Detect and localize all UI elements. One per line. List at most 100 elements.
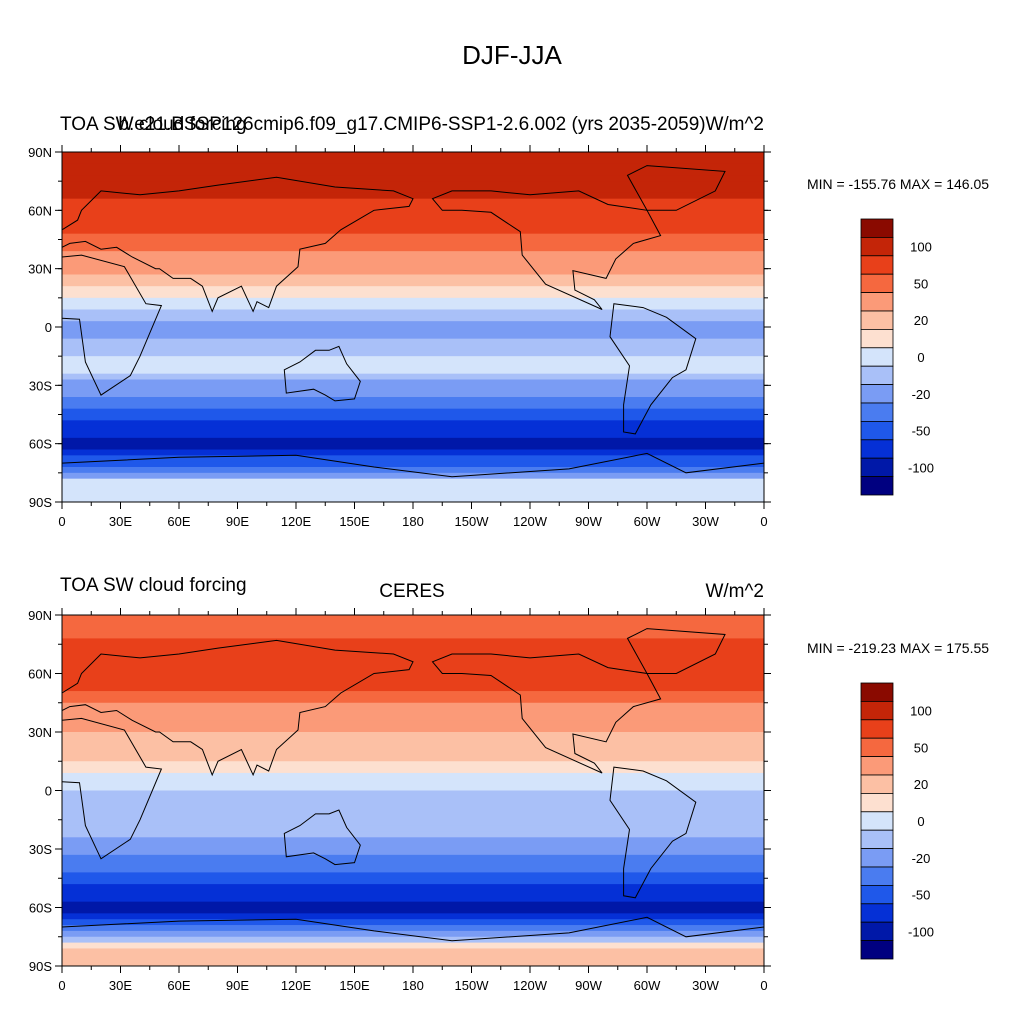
lat-band: [62, 251, 764, 258]
x-tick-label: 90W: [575, 978, 602, 993]
lat-band: [62, 615, 764, 622]
colorbar-label: 50: [914, 276, 928, 291]
lat-band: [62, 895, 764, 903]
lat-band: [62, 790, 764, 797]
lat-band: [62, 948, 764, 955]
lat-band: [62, 484, 764, 491]
lat-band: [62, 187, 764, 194]
lat-band: [62, 443, 764, 451]
lat-band: [62, 169, 764, 176]
lat-band: [62, 644, 764, 651]
lat-band: [62, 714, 764, 721]
coastline: [62, 916, 764, 966]
colorbar-swatch: [860, 457, 894, 478]
lat-band: [62, 402, 764, 410]
lat-band: [62, 708, 764, 716]
lat-band: [62, 216, 764, 223]
lat-band: [62, 772, 764, 780]
colorbar-label: 100: [910, 704, 932, 719]
lat-band: [62, 292, 764, 299]
panel-1-units: W/m^2: [705, 114, 764, 135]
colorbar-swatch: [860, 921, 894, 942]
y-tick-label: 90N: [28, 608, 52, 623]
coastline: [62, 717, 163, 860]
lat-band: [62, 843, 764, 850]
y-tick-label: 60N: [28, 203, 52, 218]
lat-band: [62, 802, 764, 809]
lat-band: [62, 344, 764, 351]
x-tick-label: 90E: [226, 978, 249, 993]
panel-2-units: W/m^2: [705, 581, 764, 602]
lat-band: [62, 808, 764, 815]
panel-2-center-title: CERES: [379, 581, 444, 602]
lat-band: [62, 726, 764, 733]
colorbar-label: -20: [912, 387, 931, 402]
colorbar-swatch: [860, 774, 894, 794]
lat-band: [62, 755, 764, 762]
lat-band: [62, 239, 764, 246]
lat-band: [62, 321, 764, 328]
colorbar-label: 20: [914, 313, 928, 328]
lat-band: [62, 356, 764, 363]
panel-1-left-title: TOA SW cloud forcing: [60, 114, 247, 135]
lat-band: [62, 960, 764, 966]
lat-band: [62, 478, 764, 486]
lat-band: [62, 761, 764, 768]
lat-band: [62, 280, 764, 287]
x-tick-label: 0: [58, 978, 65, 993]
colorbar-swatch: [860, 292, 894, 312]
lat-band: [62, 262, 764, 270]
lat-band: [62, 350, 764, 357]
lat-band: [62, 432, 764, 439]
lat-band: [62, 854, 764, 862]
x-tick-label: 30E: [109, 978, 132, 993]
lat-band: [62, 222, 764, 229]
y-tick-label: 30N: [28, 725, 52, 740]
panel-1-center-title: b.e21.BSSP126cmip6.f09_g17.CMIP6-SSP1-2.…: [118, 114, 705, 135]
lat-band: [62, 942, 764, 950]
x-tick-label: 180: [402, 978, 424, 993]
colorbar-swatch: [860, 328, 894, 349]
lat-band: [62, 420, 764, 427]
lat-band: [62, 227, 764, 235]
lat-band: [62, 379, 764, 386]
lat-band: [62, 163, 764, 171]
lat-band: [62, 667, 764, 675]
lat-band: [62, 691, 764, 698]
x-tick-label: 30W: [692, 514, 719, 529]
lat-band: [62, 954, 764, 961]
lat-band: [62, 925, 764, 932]
lat-band: [62, 849, 764, 856]
y-tick-label: 0: [45, 320, 52, 335]
coastline: [62, 452, 764, 502]
lat-band: [62, 661, 764, 669]
coastline: [62, 639, 414, 777]
panel-2: TOA SW cloud forcing CERES W/m^2 0 30E 60E…: [28, 575, 989, 993]
lat-band: [62, 919, 764, 926]
y-tick-label: 60S: [29, 437, 52, 452]
lat-band: [62, 837, 764, 844]
lat-band: [62, 632, 764, 639]
lat-band: [62, 309, 764, 316]
colorbar-swatch: [860, 701, 894, 721]
colorbar-label: 0: [917, 814, 924, 829]
colorbar-swatch: [860, 420, 894, 441]
lat-band: [62, 936, 764, 944]
colorbar-label: 0: [917, 350, 924, 365]
lat-band: [62, 673, 764, 680]
lat-band: [62, 732, 764, 739]
lat-band: [62, 860, 764, 868]
lat-band: [62, 778, 764, 786]
panel-1-min-max: MIN = -155.76 MAX = 146.05: [807, 176, 989, 192]
lat-band: [62, 245, 764, 252]
colorbar-swatch: [860, 903, 894, 923]
lat-band: [62, 889, 764, 897]
lat-band: [62, 819, 764, 827]
colorbar-swatch: [860, 737, 894, 758]
coastline: [626, 628, 726, 674]
y-tick-label: 30S: [29, 842, 52, 857]
lat-band: [62, 181, 764, 188]
lat-band: [62, 702, 764, 710]
x-tick-label: 0: [760, 978, 767, 993]
panel-1: TOA SW cloud forcing b.e21.BSSP126cmip6.…: [28, 114, 989, 529]
